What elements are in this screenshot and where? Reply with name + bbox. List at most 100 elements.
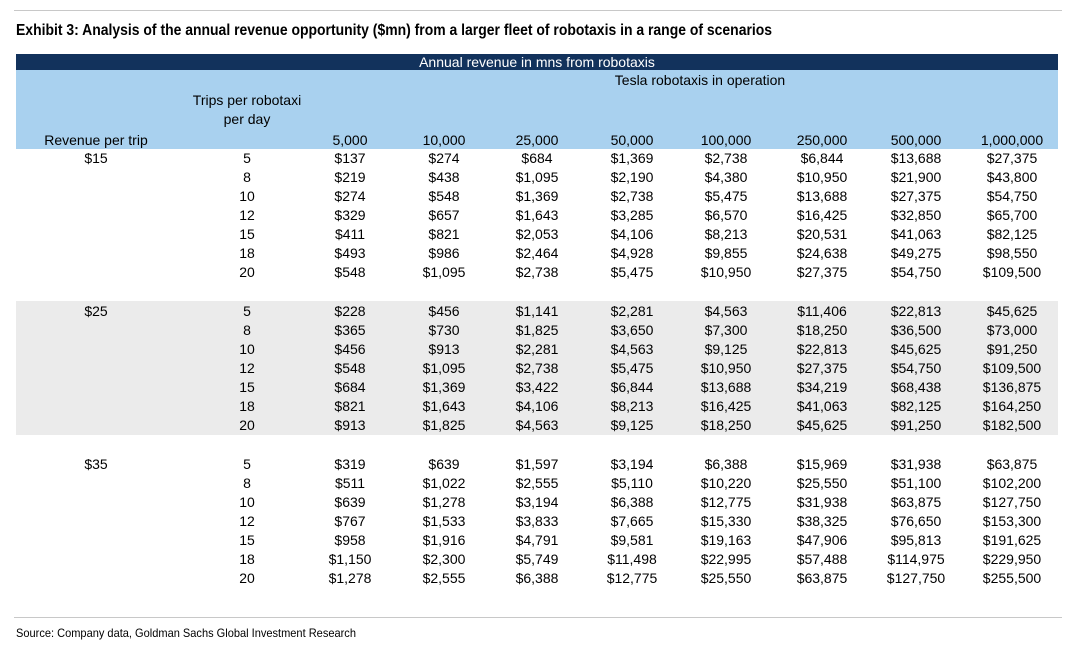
revenue-value-cell: $657 [428,207,460,223]
revenue-value-cell: $19,163 [700,532,752,548]
table-row: 8 $365 $730 $1,825 $3,650 $7,300 $18,250 $36,50… [16,321,1058,340]
trips-cell: 15 [239,532,255,548]
table-row: 15 $411 $821 $2,053 $4,106 $8,213 $20,531 $41,0… [16,225,1058,244]
table-header: Tesla robotaxis in operation Trips per r… [16,70,1058,149]
revenue-value-cell: $4,791 [515,532,559,548]
revenue-value-cell: $548 [428,188,460,204]
revenue-value-cell: $1,278 [422,494,466,510]
revenue-value-cell: $7,665 [610,513,654,529]
revenue-value-cell: $1,643 [422,398,466,414]
trips-cell: 5 [243,150,251,166]
revenue-value-cell: $493 [334,245,366,261]
revenue-value-cell: $45,625 [796,417,848,433]
revenue-value-cell: $10,950 [700,360,752,376]
table-row: 20 $1,278 $2,555 $6,388 $12,775 $25,550 $63,87… [16,569,1058,588]
revenue-value-cell: $1,278 [328,570,372,586]
table-row: 15 $684 $1,369 $3,422 $6,844 $13,688 $34,219 $6… [16,378,1058,397]
revenue-value-cell: $41,063 [796,398,848,414]
revenue-value-cell: $1,533 [422,513,466,529]
revenue-value-cell: $38,325 [796,513,848,529]
revenue-value-cell: $65,700 [986,207,1038,223]
revenue-value-cell: $164,250 [982,398,1042,414]
revenue-value-cell: $1,141 [515,303,559,319]
revenue-value-cell: $32,850 [890,207,942,223]
revenue-value-cell: $27,375 [986,150,1038,166]
revenue-value-cell: $1,825 [515,322,559,338]
revenue-value-cell: $2,738 [515,360,559,376]
revenue-value-cell: $9,581 [610,532,654,548]
revenue-value-cell: $98,550 [986,245,1038,261]
revenue-value-cell: $1,597 [515,456,559,472]
revenue-value-cell: $31,938 [796,494,848,510]
revenue-value-cell: $1,643 [515,207,559,223]
revenue-value-cell: $136,875 [982,379,1042,395]
revenue-value-cell: $4,106 [610,226,654,242]
revenue-value-cell: $21,900 [890,169,942,185]
column-header: 100,000 [700,132,752,148]
revenue-value-cell: $274 [428,150,460,166]
revenue-value-cell: $6,388 [704,456,748,472]
revenue-value-cell: $548 [334,360,366,376]
revenue-value-cell: $10,950 [700,264,752,280]
revenue-value-cell: $5,110 [611,475,653,491]
revenue-per-trip-cell: $25 [84,303,108,319]
table-row: 12 $548 $1,095 $2,738 $5,475 $10,950 $27,375 $5… [16,359,1058,378]
revenue-value-cell: $91,250 [986,341,1038,357]
revenue-value-cell: $12,775 [700,494,752,510]
revenue-value-cell: $730 [428,322,460,338]
revenue-value-cell: $3,833 [515,513,559,529]
revenue-value-cell: $7,300 [704,322,748,338]
table-banner: Annual revenue in mns from robotaxis [16,54,1058,70]
revenue-value-cell: $27,375 [890,188,942,204]
revenue-value-cell: $16,425 [700,398,752,414]
table-row: 8 $219 $438 $1,095 $2,190 $4,380 $10,950 $21,90… [16,168,1058,187]
revenue-value-cell: $5,475 [610,264,654,280]
revenue-value-cell: $153,300 [982,513,1042,529]
revenue-value-cell: $16,425 [796,207,848,223]
revenue-value-cell: $913 [428,341,460,357]
revenue-value-cell: $49,275 [890,245,942,261]
trips-cell: 12 [239,513,255,529]
trips-cell: 5 [243,456,251,472]
table-row: 20 $548 $1,095 $2,738 $5,475 $10,950 $27,375 $5… [16,263,1058,282]
table-row: 10 $639 $1,278 $3,194 $6,388 $12,775 $31,938 $6… [16,493,1058,512]
trips-cell: 10 [239,341,255,357]
revenue-value-cell: $12,775 [606,570,658,586]
revenue-value-cell: $11,406 [797,303,847,319]
trips-cell: 15 [239,226,255,242]
table-row: 15 $958 $1,916 $4,791 $9,581 $19,163 $47,906 $9… [16,531,1058,550]
revenue-value-cell: $9,855 [704,245,748,261]
trips-cell: 10 [239,494,255,510]
revenue-value-cell: $4,563 [610,341,654,357]
revenue-value-cell: $8,213 [610,398,654,414]
revenue-value-cell: $54,750 [890,264,942,280]
trips-cell: 18 [239,398,255,414]
revenue-value-cell: $3,194 [515,494,559,510]
revenue-value-cell: $986 [428,245,460,261]
revenue-value-cell: $27,375 [796,264,848,280]
revenue-value-cell: $8,213 [704,226,748,242]
revenue-value-cell: $109,500 [982,264,1042,280]
revenue-value-cell: $102,200 [982,475,1042,491]
revenue-value-cell: $3,650 [610,322,654,338]
revenue-value-cell: $22,813 [796,341,848,357]
revenue-value-cell: $13,688 [890,150,942,166]
revenue-value-cell: $1,369 [422,379,466,395]
column-header: 500,000 [890,132,942,148]
trips-cell: 15 [239,379,255,395]
revenue-value-cell: $54,750 [986,188,1038,204]
revenue-value-cell: $127,750 [982,494,1042,510]
table-row: 18 $493 $986 $2,464 $4,928 $9,855 $24,638 $49,2… [16,244,1058,263]
revenue-value-cell: $11,498 [607,551,657,567]
revenue-value-cell: $2,281 [515,341,559,357]
revenue-value-cell: $274 [334,188,366,204]
revenue-value-cell: $456 [334,341,366,357]
trips-cell: 18 [239,245,255,261]
revenue-value-cell: $57,488 [796,551,848,567]
trips-cell: 8 [243,169,251,185]
trips-cell: 20 [239,417,255,433]
revenue-value-cell: $821 [428,226,460,242]
revenue-value-cell: $114,975 [887,551,945,567]
trips-cell: 5 [243,303,251,319]
revenue-value-cell: $24,638 [796,245,848,261]
